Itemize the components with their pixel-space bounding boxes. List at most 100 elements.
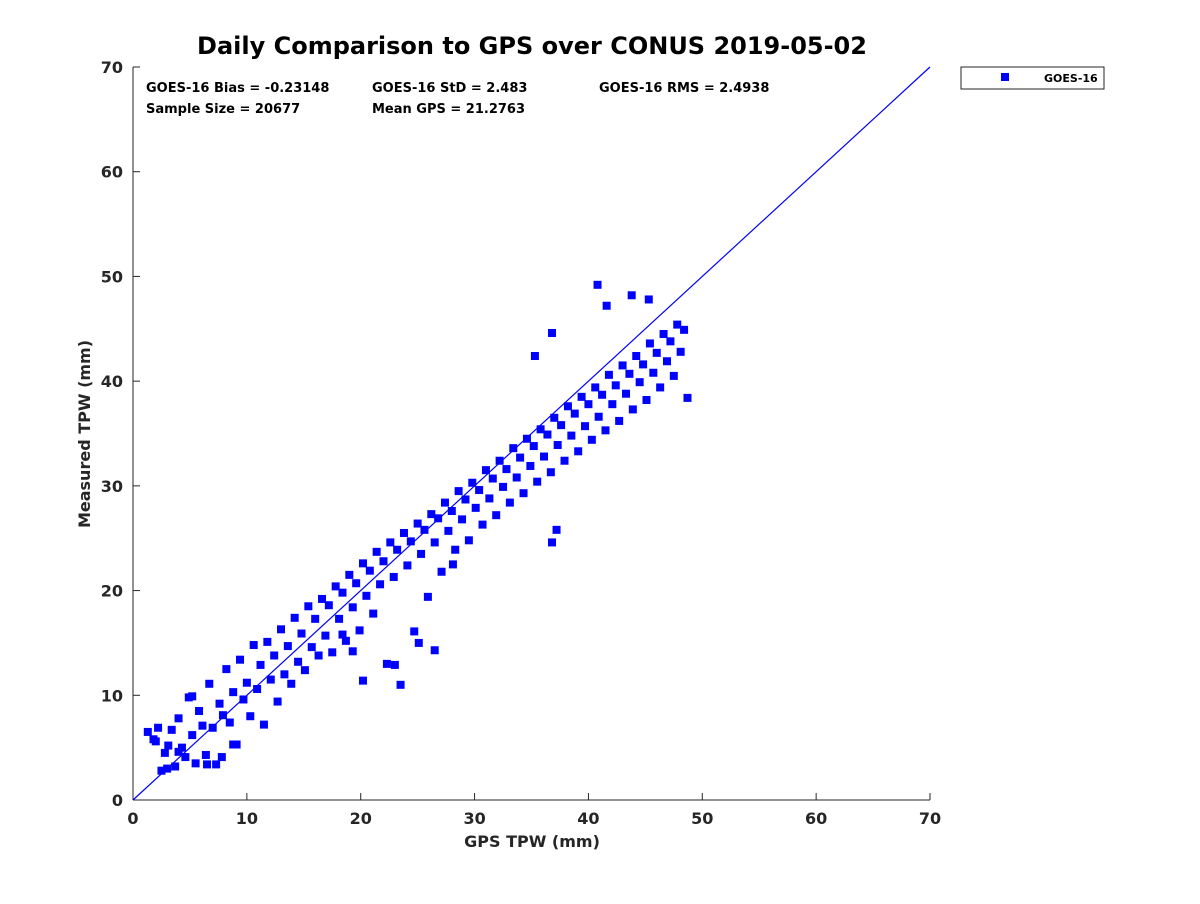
scatter-point — [642, 395, 651, 404]
scatter-point — [229, 688, 238, 697]
scatter-point — [345, 570, 354, 579]
scatter-point — [593, 280, 602, 289]
scatter-point — [423, 592, 432, 601]
scatter-point — [591, 383, 600, 392]
scatter-point — [253, 685, 262, 694]
scatter-point — [208, 723, 217, 732]
scatter-point — [440, 498, 449, 507]
y-tick-label: 20 — [101, 582, 123, 601]
scatter-point — [519, 489, 528, 498]
scatter-point — [625, 369, 634, 378]
x-tick-label: 60 — [805, 809, 827, 828]
scatter-point — [502, 465, 511, 474]
scatter-point — [307, 643, 316, 652]
scatter-point — [632, 352, 641, 361]
rms-text: GOES-16 RMS = 2.4938 — [599, 81, 769, 96]
scatter-point — [157, 766, 166, 775]
scatter-point — [321, 631, 330, 640]
scatter-point — [376, 580, 385, 589]
scatter-point — [287, 679, 296, 688]
scatter-point — [530, 352, 539, 361]
scatter-point — [297, 629, 306, 638]
scatter-point — [348, 647, 357, 656]
scatter-point — [627, 291, 636, 300]
scatter-point — [236, 655, 245, 664]
scatter-point — [574, 447, 583, 456]
bias-text: GOES-16 Bias = -0.23148 — [146, 81, 329, 96]
scatter-point — [396, 680, 405, 689]
scatter-point — [225, 718, 234, 727]
scatter-point — [635, 378, 644, 387]
scatter-point — [314, 651, 323, 660]
scatter-point — [390, 660, 399, 669]
scatter-point — [417, 549, 426, 558]
x-axis-ticks: 0 10 20 30 40 50 60 70 — [127, 793, 941, 828]
scatter-point — [448, 560, 457, 569]
scatter-point — [451, 545, 460, 554]
scatter-point — [355, 626, 364, 635]
scatter-point — [164, 741, 173, 750]
scatter-point — [447, 506, 456, 515]
y-tick-label: 50 — [101, 267, 123, 286]
y-axis-ticks: 0 10 20 30 40 50 60 70 — [101, 58, 140, 810]
chart-title: Daily Comparison to GPS over CONUS 2019-… — [197, 32, 867, 60]
scatter-point — [505, 498, 514, 507]
scatter-point — [318, 594, 327, 603]
legend-label: GOES-16 — [1044, 72, 1098, 85]
scatter-point — [552, 525, 561, 534]
scatter-point — [239, 695, 248, 704]
scatter-point — [615, 416, 624, 425]
scatter-point — [403, 561, 412, 570]
scatter-point — [495, 456, 504, 465]
scatter-point — [563, 402, 572, 411]
scatter-point — [683, 393, 692, 402]
scatter-point — [410, 627, 419, 636]
scatter-point — [273, 697, 282, 706]
scatter-point — [300, 666, 309, 675]
scatter-point — [557, 421, 566, 430]
scatter-point — [154, 723, 163, 732]
scatter-point — [328, 648, 337, 657]
scatter-point — [587, 435, 596, 444]
scatter-point — [246, 712, 255, 721]
scatter-point — [594, 412, 603, 421]
scatter-point — [259, 720, 268, 729]
y-tick-label: 30 — [101, 477, 123, 496]
scatter-point — [608, 400, 617, 409]
scatter-point — [215, 699, 224, 708]
scatter-point — [413, 519, 422, 528]
scatter-point — [570, 409, 579, 418]
legend-box — [960, 66, 1105, 90]
scatter-point — [304, 602, 313, 611]
scatter-point — [382, 659, 391, 668]
scatter-point — [644, 295, 653, 304]
scatter-point — [386, 538, 395, 547]
scatter-point — [659, 330, 668, 339]
scatter-point — [464, 536, 473, 545]
scatter-point — [283, 642, 292, 651]
scatter-point — [444, 526, 453, 535]
scatter-point — [160, 748, 169, 757]
scatter-point — [263, 637, 272, 646]
scatter-point — [294, 657, 303, 666]
scatter-point — [598, 390, 607, 399]
scatter-point — [420, 525, 429, 534]
y-axis-label: Measured TPW (mm) — [75, 340, 94, 528]
scatter-point — [461, 495, 470, 504]
scatter-point — [341, 636, 350, 645]
scatter-point — [151, 737, 160, 746]
scatter-point — [522, 434, 531, 443]
scatter-points — [143, 280, 692, 775]
scatter-point — [242, 678, 251, 687]
scatter-point — [393, 545, 402, 554]
y-tick-label: 0 — [112, 791, 123, 810]
scatter-point — [163, 764, 172, 773]
scatter-point — [430, 538, 439, 547]
stats-text-group: GOES-16 Bias = -0.23148 GOES-16 StD = 2.… — [146, 81, 769, 117]
scatter-point — [529, 442, 538, 451]
x-tick-label: 10 — [236, 809, 258, 828]
scatter-point — [577, 392, 586, 401]
scatter-point — [471, 503, 480, 512]
scatter-point — [174, 747, 183, 756]
